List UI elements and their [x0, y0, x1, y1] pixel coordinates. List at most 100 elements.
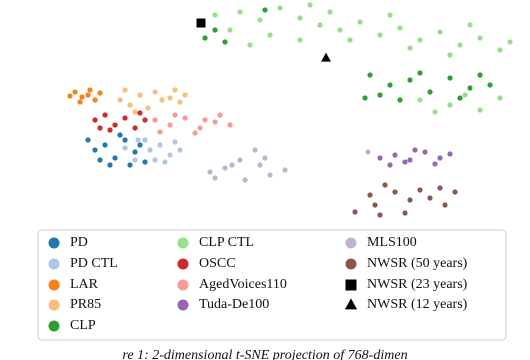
point	[282, 167, 288, 173]
point	[182, 92, 188, 98]
point	[182, 115, 188, 121]
point	[162, 159, 168, 165]
point	[79, 94, 85, 100]
point	[297, 15, 303, 21]
point	[92, 147, 98, 153]
point	[432, 161, 438, 167]
point	[242, 177, 248, 183]
point	[92, 117, 98, 123]
point	[347, 37, 353, 43]
point	[367, 72, 373, 78]
point	[112, 122, 118, 128]
point	[127, 102, 133, 108]
point	[217, 112, 223, 118]
point	[412, 147, 418, 153]
point	[147, 147, 153, 153]
point	[122, 115, 128, 121]
point	[307, 2, 313, 8]
point	[102, 112, 108, 118]
point	[365, 149, 371, 155]
point	[262, 7, 268, 13]
point	[142, 117, 148, 123]
point	[402, 210, 408, 216]
point	[487, 82, 493, 88]
point	[227, 122, 233, 128]
point	[212, 175, 218, 181]
point	[237, 157, 243, 163]
legend-label: PR85	[70, 297, 101, 312]
point	[422, 149, 428, 155]
point	[437, 185, 443, 191]
point	[327, 9, 333, 15]
point	[112, 155, 118, 161]
point	[352, 209, 358, 215]
point	[477, 72, 483, 78]
point	[159, 97, 165, 103]
point	[137, 92, 143, 98]
point	[437, 29, 443, 35]
point	[167, 95, 173, 101]
point	[102, 142, 108, 148]
legend-label: AgedVoices110	[199, 277, 287, 292]
legend-marker	[177, 299, 189, 311]
point	[467, 22, 473, 28]
point	[417, 187, 423, 193]
point	[157, 142, 163, 148]
point	[497, 47, 503, 53]
legend-label: NWSR (23 years)	[367, 277, 468, 292]
legend-label: CLP	[70, 318, 96, 333]
point	[212, 27, 218, 33]
point	[377, 92, 383, 98]
point	[237, 9, 243, 15]
point	[507, 39, 513, 45]
point	[407, 77, 413, 83]
point	[202, 35, 208, 41]
point	[362, 95, 368, 101]
point	[377, 32, 383, 38]
point	[142, 137, 148, 143]
point	[452, 189, 458, 195]
legend-marker	[177, 237, 189, 249]
point	[132, 157, 138, 163]
point	[212, 119, 218, 125]
point	[317, 22, 323, 28]
legend-label: CLP CTL	[199, 235, 254, 250]
point	[167, 152, 173, 158]
point	[247, 42, 253, 48]
point	[132, 109, 138, 115]
point	[222, 39, 228, 45]
point	[467, 85, 473, 91]
point	[457, 42, 463, 48]
point	[402, 159, 408, 165]
legend-label: NWSR (50 years)	[367, 256, 468, 271]
point	[85, 137, 91, 143]
point	[92, 97, 98, 103]
point	[297, 37, 303, 43]
point	[85, 92, 91, 98]
point	[67, 93, 73, 99]
point	[152, 157, 158, 163]
point	[97, 125, 103, 131]
point	[432, 109, 438, 115]
legend-marker	[345, 258, 357, 270]
point	[142, 159, 148, 165]
legend-marker	[48, 299, 60, 311]
point	[212, 12, 218, 18]
point	[477, 35, 483, 41]
point	[417, 37, 423, 43]
point	[192, 130, 198, 136]
point	[97, 90, 103, 96]
legend-marker	[48, 258, 60, 270]
point	[377, 155, 383, 161]
legend-label: PD CTL	[70, 256, 118, 271]
point	[107, 162, 113, 168]
point	[367, 192, 373, 198]
point	[407, 197, 413, 203]
point	[447, 102, 453, 108]
legend-marker	[177, 258, 189, 270]
point	[437, 155, 443, 161]
point	[277, 5, 283, 11]
point	[377, 212, 383, 218]
point	[427, 195, 433, 201]
point	[117, 97, 123, 103]
